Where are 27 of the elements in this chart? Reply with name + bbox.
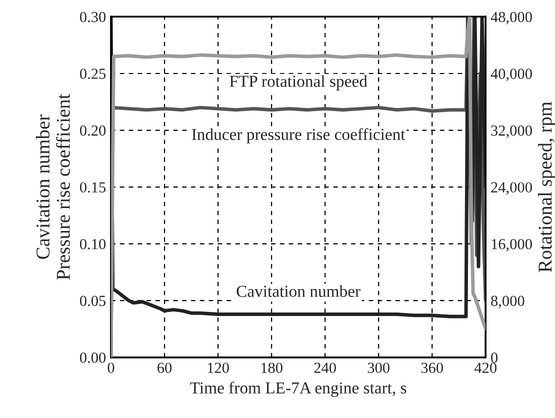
series-label: Inducer pressure rise coefficient (192, 128, 406, 144)
y-tick-label: 0.25 (80, 68, 106, 80)
y-tick-label: 0.05 (80, 296, 106, 306)
y2-tick-label: 0 (491, 352, 498, 363)
x-tick-label: 120 (208, 362, 229, 374)
x-tick-label: 300 (368, 362, 390, 374)
y2-tick-label: 32,000 (491, 125, 532, 138)
x-tick-label: 240 (314, 362, 336, 374)
x-axis-title: Time from LE-7A engine start, s (190, 382, 406, 397)
y-tick-label: 0.20 (80, 125, 106, 136)
x-tick-label: 60 (158, 362, 172, 374)
x-tick-label: 360 (421, 362, 443, 374)
x-tick-label: 420 (474, 362, 496, 374)
y-tick-label: 0.30 (80, 12, 106, 22)
y2-tick-label: 48,000 (490, 12, 532, 24)
y2-tick-label: 40,000 (490, 68, 532, 82)
y-axis-title: Cavitation number Pressure rise coefficient (36, 94, 70, 280)
y2-tick-label: 24,000 (491, 182, 532, 195)
y2-tick-label: 8,000 (491, 296, 524, 308)
x-tick-label: 180 (261, 362, 282, 374)
y-tick-label: 0.00 (80, 352, 106, 363)
x-tick-label: 0 (108, 362, 114, 374)
series-label: Cavitation number (236, 285, 360, 297)
series-label: FTP rotational speed (230, 75, 368, 90)
y-tick-label: 0.10 (80, 238, 106, 250)
y-tick-label: 0.15 (80, 182, 106, 193)
y2-tick-label: 16,000 (492, 238, 532, 252)
